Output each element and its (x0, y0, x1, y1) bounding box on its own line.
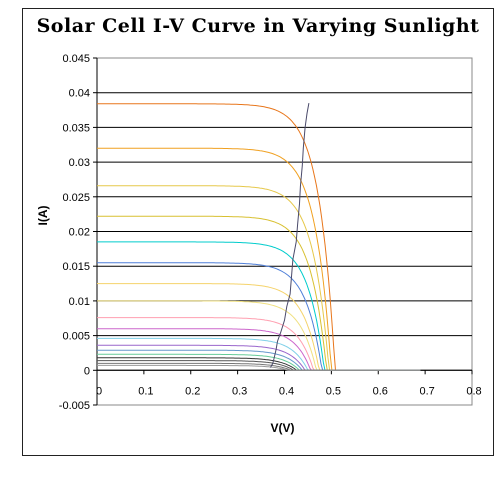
y-tick-label: -0.005 (59, 400, 90, 412)
iv-curve-line (96, 283, 421, 371)
y-tick-label: 0.005 (62, 331, 90, 343)
y-tick-label: 0.035 (62, 122, 90, 134)
iv-curve-line (97, 215, 421, 371)
iv-curve-line (97, 360, 421, 371)
y-tick-label: 0.04 (69, 88, 90, 100)
iv-curve-line (97, 185, 421, 371)
iv-curve-line (97, 357, 421, 371)
x-tick-label: 0.7 (419, 385, 434, 397)
x-tick-label: 0.1 (138, 385, 153, 397)
y-axis-label: I(A) (36, 206, 50, 226)
iv-curve-line (97, 317, 421, 371)
x-tick-label: 0.8 (466, 385, 481, 397)
iv-curve-line (97, 337, 421, 371)
iv-curve-line (97, 262, 421, 371)
iv-curve-line (97, 103, 421, 371)
x-tick-label: 0.2 (185, 385, 200, 397)
chart-title: Solar Cell I-V Curve in Varying Sunlight (36, 15, 480, 37)
y-tick-label: 0.02 (69, 227, 90, 239)
y-tick-label: 0.045 (62, 53, 90, 65)
x-tick-label: 0.5 (326, 385, 341, 397)
y-tick-label: 0.015 (62, 261, 90, 273)
iv-curve-line (97, 147, 421, 371)
y-tick-label: 0.03 (69, 157, 90, 169)
iv-curve-line (97, 328, 421, 371)
iv-curve-line (97, 353, 421, 371)
max-power-point-line (269, 103, 310, 368)
x-tick-label: 0.3 (232, 385, 247, 397)
x-tick-label: 0.6 (373, 385, 388, 397)
iv-curve-line (97, 362, 421, 371)
y-tick-label: 0 (84, 365, 90, 377)
y-tick-label: 0.01 (69, 296, 90, 308)
iv-curve-line (97, 349, 421, 371)
iv-curve-line (97, 364, 421, 371)
x-tick-label: 0 (96, 385, 102, 397)
x-axis-label: V(V) (271, 421, 295, 435)
x-tick-label: 0.4 (279, 385, 294, 397)
y-tick-label: 0.025 (62, 192, 90, 204)
